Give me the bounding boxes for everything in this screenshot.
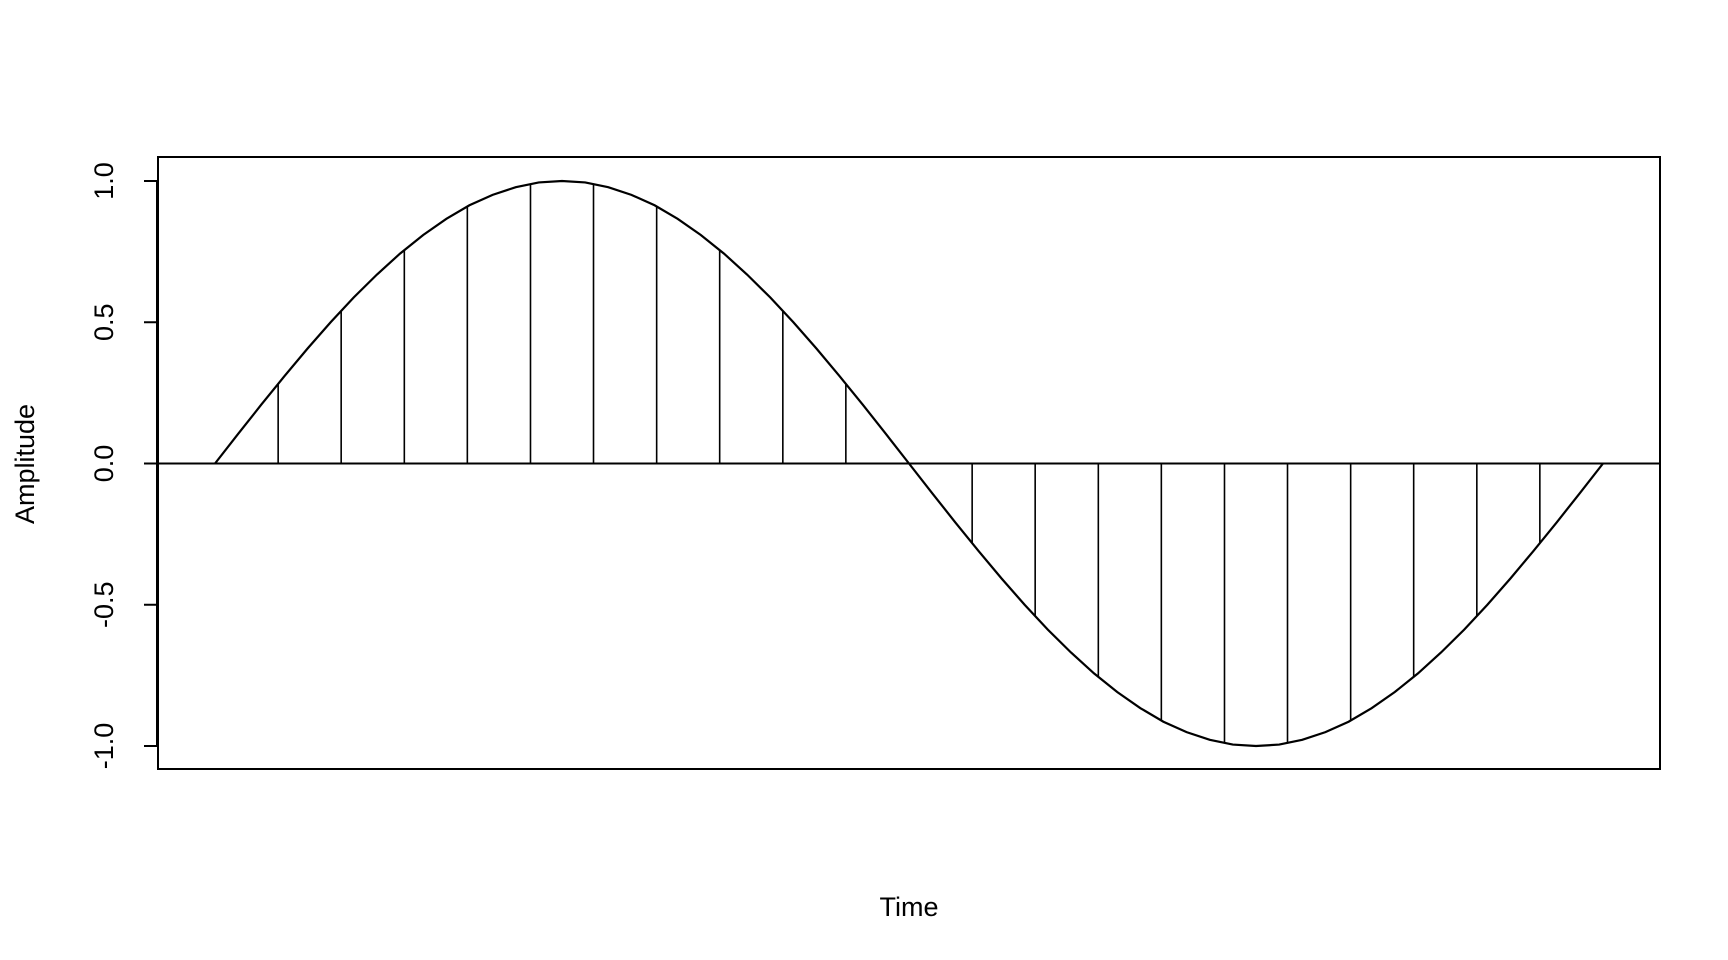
y-tick-label: -1.0 bbox=[89, 723, 119, 770]
y-tick-label: 1.0 bbox=[89, 162, 119, 200]
y-tick-label: 0.5 bbox=[89, 303, 119, 341]
sine-wave-line bbox=[214, 179, 1604, 748]
y-axis: 1.0 0.5 0.0 -0.5 -1.0 bbox=[89, 162, 158, 770]
stem-series bbox=[277, 183, 1541, 744]
y-tick-label: 0.0 bbox=[89, 445, 119, 483]
x-axis-label: Time bbox=[880, 892, 939, 922]
y-axis-label: Amplitude bbox=[10, 404, 40, 524]
y-tick-label: -0.5 bbox=[89, 581, 119, 628]
